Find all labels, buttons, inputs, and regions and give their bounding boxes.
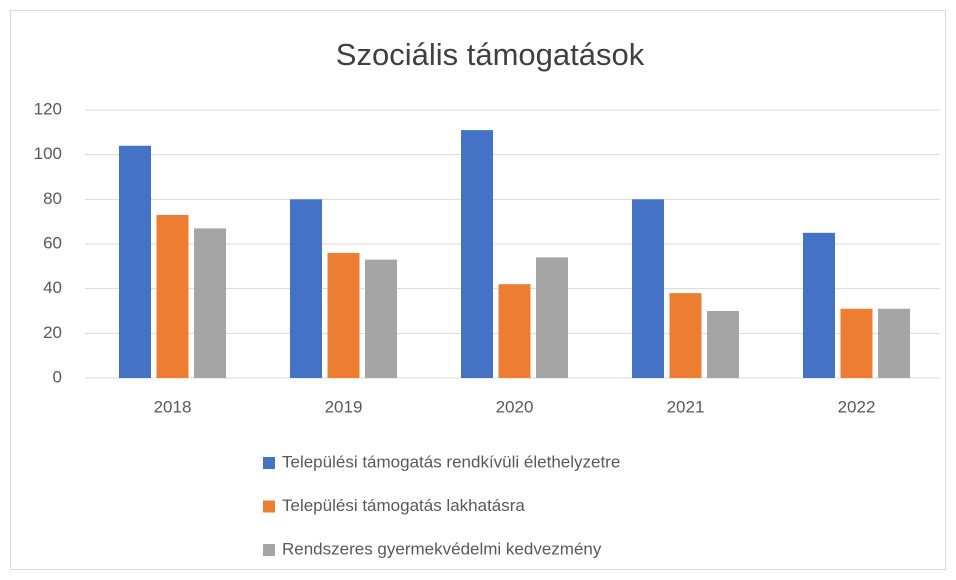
legend-label: Települési támogatás rendkívüli élethely…	[282, 452, 620, 471]
bar	[461, 130, 493, 378]
x-tick-label: 2020	[496, 397, 534, 416]
y-tick-label: 80	[43, 189, 62, 208]
legend-swatch	[263, 500, 275, 513]
bar	[536, 257, 568, 378]
y-tick-label: 60	[43, 233, 62, 252]
bar	[498, 284, 531, 378]
legend-swatch	[263, 544, 275, 556]
bar	[669, 293, 702, 378]
legend-swatch	[263, 457, 275, 469]
y-tick-label: 40	[43, 278, 62, 297]
legend-label: Rendszeres gyermekvédelmi kedvezmény	[282, 539, 602, 558]
bar	[156, 214, 189, 378]
bar	[365, 259, 397, 378]
x-tick-label: 2019	[325, 397, 363, 416]
bar	[194, 228, 226, 378]
legend-label: Települési támogatás lakhatásra	[282, 496, 525, 515]
bar	[840, 308, 873, 378]
x-tick-label: 2022	[838, 397, 876, 416]
y-tick-label: 0	[53, 367, 62, 386]
bar	[119, 145, 151, 378]
chart-title: Szociális támogatások	[336, 37, 645, 72]
bar	[803, 232, 835, 378]
bar	[878, 308, 910, 378]
y-tick-label: 120	[34, 99, 62, 118]
x-tick-label: 2018	[154, 397, 192, 416]
bar	[290, 199, 322, 378]
y-tick-label: 100	[34, 144, 62, 163]
bar	[632, 199, 664, 378]
y-tick-label: 20	[43, 323, 62, 342]
x-tick-label: 2021	[667, 397, 705, 416]
bar	[327, 252, 360, 378]
bar	[707, 311, 739, 378]
